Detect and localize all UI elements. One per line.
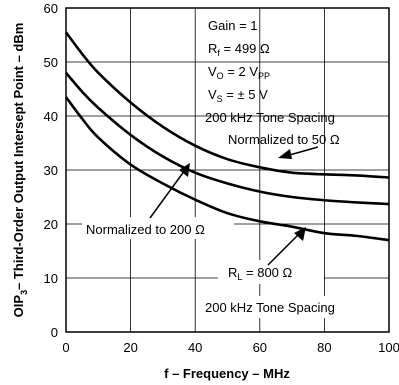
- tick-labels: 0 20 40 60 80 100 0 10 20 30 40 50 60: [44, 1, 399, 355]
- arrow-norm50: [278, 146, 319, 159]
- y-tick-label: 20: [44, 217, 58, 232]
- annotation-norm50: Normalized to 50 Ω: [228, 132, 340, 147]
- arrow-rl: [267, 227, 306, 266]
- annotation-rl: RL = 800 Ω: [228, 265, 293, 282]
- series-layer: [64, 31, 390, 242]
- annotation-norm200-bg: [82, 217, 234, 239]
- y-tick-label: 40: [44, 109, 58, 124]
- annotation-vo: VO = 2 VPP: [208, 64, 270, 81]
- y-tick-label: 50: [44, 55, 58, 70]
- annotation-tone-bottom-bg: [200, 296, 370, 318]
- annotation-gain: Gain = 1: [208, 18, 258, 33]
- annotation-tone-top: 200 kHz Tone Spacing: [205, 110, 335, 125]
- y-tick-label: 10: [44, 271, 58, 286]
- series-line-1: [64, 31, 390, 179]
- annotation-tone-bottom: 200 kHz Tone Spacing: [205, 300, 335, 315]
- y-tick-label: 30: [44, 163, 58, 178]
- y-axis-label-sub: 3: [19, 290, 29, 295]
- annotation-norm200: Normalized to 200 Ω: [86, 222, 205, 237]
- y-tick-label: 60: [44, 1, 58, 16]
- arrow-norm200: [149, 163, 190, 219]
- x-axis-label: f – Frequency – MHz: [164, 366, 290, 381]
- x-tick-label: 0: [62, 340, 69, 355]
- annotation-rf: Rf = 499 Ω: [208, 41, 270, 58]
- x-tick-label: 40: [188, 340, 202, 355]
- annotation-vs: VS = ± 5 V: [208, 87, 268, 104]
- x-tick-label: 100: [378, 340, 399, 355]
- y-axis-label: OIP3– Third-Order Output Intersept Point…: [11, 23, 29, 318]
- plot-frame: [65, 7, 390, 333]
- y-tick-label: 0: [51, 325, 58, 340]
- x-tick-label: 60: [253, 340, 267, 355]
- y-axis-label-main: OIP: [11, 295, 26, 318]
- x-tick-label: 20: [123, 340, 137, 355]
- x-tick-label: 80: [317, 340, 331, 355]
- y-axis-label-rest: – Third-Order Output Intersept Point – d…: [11, 23, 26, 290]
- annotation-rl-bg: [218, 260, 324, 284]
- series-line-3: [64, 96, 390, 242]
- series-line-2: [65, 71, 390, 206]
